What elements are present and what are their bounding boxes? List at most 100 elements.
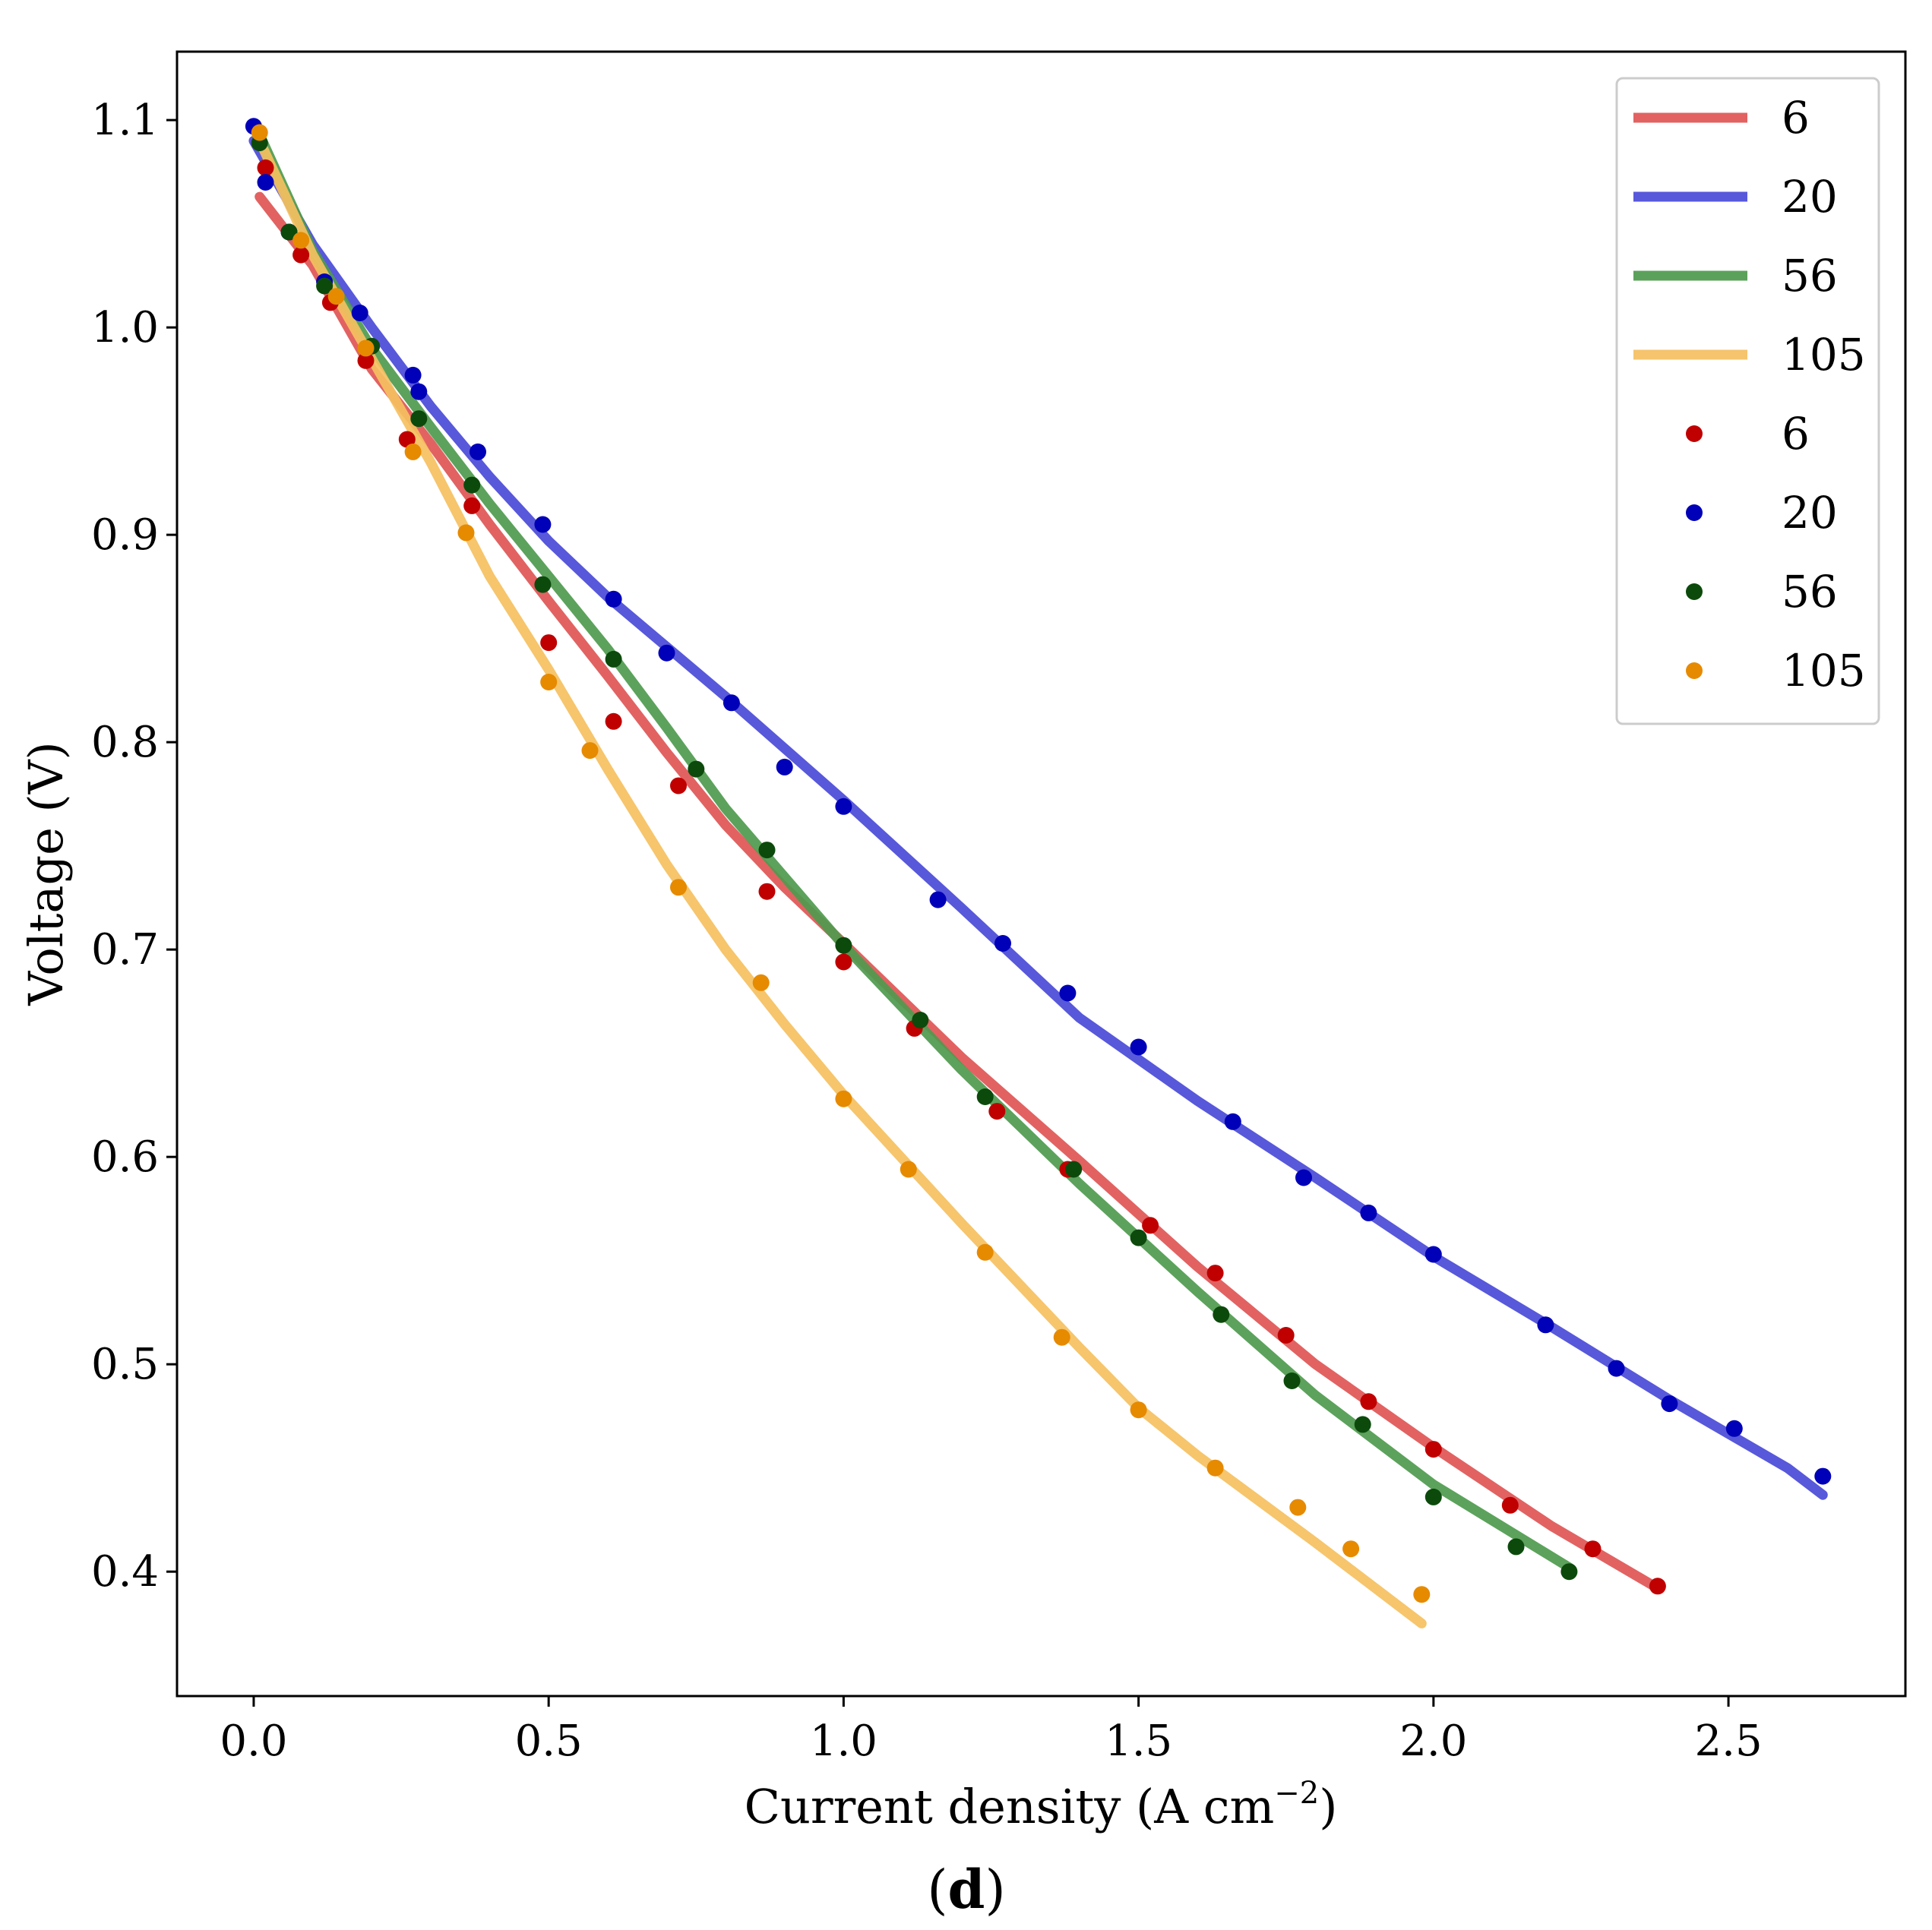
data-point-56 [316,277,334,295]
data-point-6 [670,777,687,794]
axes-group: 0.0 0.5 1.0 1.5 2.0 2.5 0.4 0.5 0.6 0.7 0.8 0.9 1.0 1… [91,96,1763,1766]
data-point-56 [1213,1306,1230,1323]
data-point-20 [534,516,552,533]
data-point-105 [540,674,558,690]
data-point-105 [752,974,770,991]
data-point-56 [1065,1161,1083,1178]
data-point-6 [463,497,481,514]
legend-label: 20 [1782,171,1838,223]
data-point-6 [835,953,852,971]
data-point-20 [1424,1246,1442,1263]
data-point-56 [1283,1372,1301,1389]
data-point-6 [1424,1441,1442,1458]
data-point-6 [1142,1217,1159,1234]
data-point-20 [1814,1467,1832,1485]
data-point-20 [257,174,274,191]
legend-label: 56 [1782,566,1838,618]
data-point-6 [398,431,416,448]
data-point-56 [758,842,776,859]
data-point-56 [1130,1229,1147,1246]
data-point-56 [1560,1563,1578,1581]
data-point-6 [1649,1578,1666,1595]
data-point-20 [1295,1169,1312,1186]
x-tick-label: 0.0 [220,1717,287,1766]
data-point-20 [1661,1395,1678,1413]
legend-label: 56 [1782,250,1838,302]
data-point-56 [1424,1488,1442,1505]
data-point-56 [976,1088,994,1105]
x-tick-label: 0.5 [515,1717,583,1766]
data-point-56 [835,937,852,954]
data-point-6 [357,352,375,369]
fit-line-6 [255,191,1663,1594]
data-point-105 [251,124,268,141]
data-point-20 [1725,1420,1743,1437]
legend-label: 105 [1782,329,1866,381]
legend-marker-6 [1686,425,1703,442]
data-point-56 [912,1012,929,1028]
data-point-6 [1206,1265,1224,1282]
data-point-56 [534,576,552,593]
x-tick-label: 2.5 [1695,1717,1763,1766]
data-point-6 [257,159,274,176]
data-point-20 [1059,984,1077,1002]
data-point-6 [1501,1496,1519,1514]
y-axis-label: Voltage (V) [18,741,74,1006]
data-point-6 [1277,1327,1295,1344]
data-point-105 [1342,1540,1360,1558]
y-tick-label: 0.7 [91,925,159,974]
legend-marker-105 [1686,662,1703,679]
data-point-6 [540,634,558,652]
data-point-20 [658,644,675,662]
data-point-56 [463,476,481,494]
data-point-56 [410,410,428,428]
legend-label: 105 [1782,645,1866,697]
data-point-56 [1507,1538,1525,1556]
legend-marker-20 [1686,504,1703,521]
data-point-105 [976,1243,994,1261]
data-point-6 [988,1103,1006,1120]
y-tick-label: 0.6 [91,1132,159,1182]
x-tick-label: 1.0 [810,1717,877,1766]
x-axis-label: Current density (A cm−2) [745,1776,1338,1834]
data-point-20 [776,758,793,775]
figure-caption: (d) [927,1858,1006,1921]
data-point-105 [670,879,687,896]
data-point-105 [1289,1499,1307,1516]
data-point-20 [835,798,852,815]
data-point-105 [581,742,599,760]
data-point-20 [1608,1360,1625,1377]
data-point-56 [280,223,298,241]
data-point-20 [410,383,428,400]
data-point-105 [457,524,475,542]
data-point-20 [1130,1038,1147,1056]
legend-label: 20 [1782,487,1838,539]
y-tick-label: 0.4 [91,1547,159,1597]
y-tick-label: 1.1 [91,96,159,145]
data-point-20 [723,694,740,712]
data-point-105 [900,1161,917,1178]
y-tick-label: 0.9 [91,510,159,560]
legend-box [1615,77,1880,725]
data-points-group [245,118,1832,1603]
data-point-105 [1413,1586,1431,1603]
data-point-6 [758,883,776,900]
data-point-20 [404,366,422,384]
x-tick-label: 1.5 [1105,1717,1172,1766]
data-point-20 [1360,1204,1377,1221]
data-point-105 [1130,1401,1147,1419]
y-tick-label: 0.8 [91,718,159,767]
x-tick-label: 2.0 [1399,1717,1467,1766]
data-point-105 [357,340,375,357]
legend-label: 6 [1782,408,1810,460]
data-point-6 [605,712,622,730]
plot-frame [175,50,1907,1698]
legend-label: 6 [1782,92,1810,144]
data-point-105 [404,443,422,460]
data-point-6 [292,246,310,264]
data-point-20 [929,891,947,908]
data-point-20 [1224,1113,1241,1130]
fit-line-105 [255,135,1427,1628]
